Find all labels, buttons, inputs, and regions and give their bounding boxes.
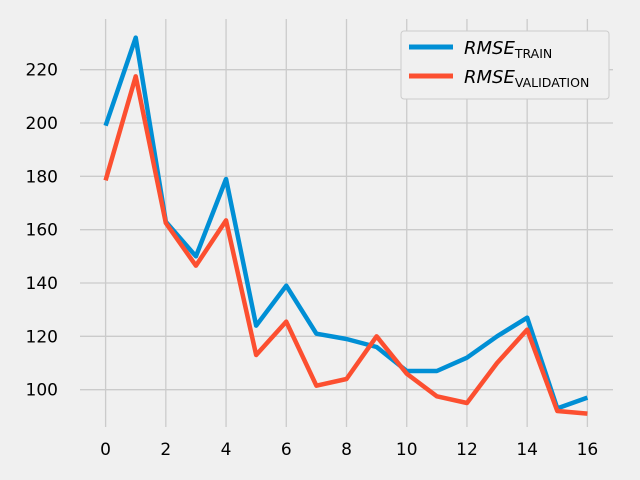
y-tick-label: 100 — [26, 381, 58, 401]
legend-label-validation: RMSEVALIDATION — [464, 67, 589, 90]
x-tick-label: 2 — [160, 440, 171, 460]
series-line-validation — [103, 74, 588, 416]
x-tick-label: 16 — [577, 440, 599, 460]
y-tick-label: 160 — [26, 221, 58, 241]
x-tick-label: 4 — [221, 440, 232, 460]
y-tick-label: 180 — [26, 167, 58, 187]
x-tick-label: 8 — [341, 440, 352, 460]
x-axis-ticks: 0 2 4 6 8 10 12 14 16 — [100, 440, 598, 460]
y-axis-ticks: 100 120 140 160 180 200 220 — [26, 61, 58, 401]
series-line-train — [103, 35, 589, 411]
x-tick-label: 0 — [100, 440, 111, 460]
y-tick-label: 120 — [26, 327, 58, 347]
y-tick-label: 220 — [26, 61, 58, 81]
y-tick-label: 140 — [26, 274, 58, 294]
x-tick-label: 14 — [516, 440, 538, 460]
x-tick-label: 10 — [396, 440, 418, 460]
x-tick-label: 6 — [281, 440, 292, 460]
legend: RMSETRAIN RMSEVALIDATION — [400, 30, 610, 100]
y-tick-label: 200 — [26, 114, 58, 134]
legend-label-train: RMSETRAIN — [464, 38, 552, 61]
x-tick-label: 12 — [456, 440, 478, 460]
series-lines — [103, 35, 589, 416]
